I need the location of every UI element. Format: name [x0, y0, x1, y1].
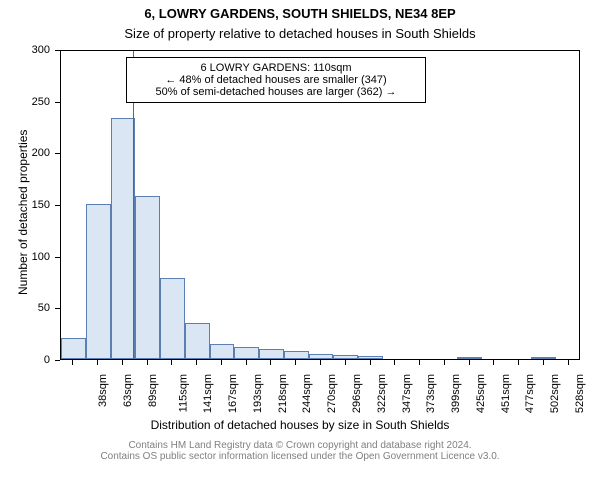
histogram-bar — [135, 196, 160, 359]
histogram-bar — [333, 355, 358, 359]
histogram-bar — [111, 118, 136, 359]
x-tick-label: 373sqm — [425, 374, 437, 413]
y-tick-mark — [55, 102, 60, 103]
x-tick-label: 38sqm — [97, 374, 109, 407]
annotation-box: 6 LOWRY GARDENS: 110sqm ← 48% of detache… — [126, 57, 426, 103]
x-tick-mark — [345, 360, 346, 365]
x-tick-mark — [122, 360, 123, 365]
chart-title-line2: Size of property relative to detached ho… — [0, 26, 600, 41]
x-tick-mark — [394, 360, 395, 365]
annotation-line3: 50% of semi-detached houses are larger (… — [131, 86, 421, 98]
y-tick-mark — [55, 308, 60, 309]
x-tick-mark — [370, 360, 371, 365]
x-tick-label: 63sqm — [122, 374, 134, 407]
x-tick-mark — [295, 360, 296, 365]
x-tick-mark — [518, 360, 519, 365]
y-tick-label: 50 — [0, 302, 50, 314]
histogram-bar — [210, 344, 235, 360]
histogram-bar — [86, 204, 111, 359]
y-tick-mark — [55, 205, 60, 206]
x-tick-mark — [270, 360, 271, 365]
x-axis-label: Distribution of detached houses by size … — [0, 418, 600, 432]
histogram-bar — [358, 356, 383, 359]
footer-line2: Contains OS public sector information li… — [0, 451, 600, 462]
histogram-bar — [457, 357, 482, 359]
x-tick-label: 425sqm — [475, 374, 487, 413]
histogram-bar — [259, 349, 284, 359]
x-tick-mark — [171, 360, 172, 365]
x-tick-mark — [444, 360, 445, 365]
histogram-bar — [234, 347, 259, 359]
x-tick-label: 141sqm — [203, 374, 215, 413]
x-tick-mark — [419, 360, 420, 365]
y-tick-label: 0 — [0, 354, 50, 366]
x-tick-label: 502sqm — [549, 374, 561, 413]
histogram-bar — [531, 357, 556, 359]
y-tick-mark — [55, 360, 60, 361]
histogram-bar — [284, 351, 309, 359]
x-tick-label: 528sqm — [574, 374, 586, 413]
plot-area: 6 LOWRY GARDENS: 110sqm ← 48% of detache… — [60, 50, 580, 360]
x-tick-label: 347sqm — [401, 374, 413, 413]
annotation-line2: ← 48% of detached houses are smaller (34… — [131, 74, 421, 86]
x-tick-label: 322sqm — [376, 374, 388, 413]
histogram-bar — [185, 323, 210, 359]
x-tick-label: 244sqm — [302, 374, 314, 413]
y-tick-label: 200 — [0, 147, 50, 159]
x-tick-mark — [221, 360, 222, 365]
y-tick-mark — [55, 50, 60, 51]
footer: Contains HM Land Registry data © Crown c… — [0, 440, 600, 462]
x-tick-mark — [246, 360, 247, 365]
x-tick-label: 296sqm — [351, 374, 363, 413]
x-tick-mark — [97, 360, 98, 365]
x-tick-label: 115sqm — [177, 374, 189, 412]
histogram-bar — [309, 354, 334, 359]
y-tick-label: 300 — [0, 44, 50, 56]
y-tick-label: 100 — [0, 251, 50, 263]
x-tick-mark — [147, 360, 148, 365]
histogram-bar — [61, 338, 86, 359]
x-tick-label: 270sqm — [326, 374, 338, 413]
annotation-line1: 6 LOWRY GARDENS: 110sqm — [131, 62, 421, 74]
x-tick-mark — [493, 360, 494, 365]
x-tick-label: 399sqm — [450, 374, 462, 413]
y-tick-mark — [55, 257, 60, 258]
y-tick-label: 150 — [0, 199, 50, 211]
x-tick-label: 167sqm — [227, 374, 239, 413]
x-tick-mark — [568, 360, 569, 365]
figure: 6, LOWRY GARDENS, SOUTH SHIELDS, NE34 8E… — [0, 0, 600, 500]
y-tick-label: 250 — [0, 96, 50, 108]
footer-line1: Contains HM Land Registry data © Crown c… — [0, 440, 600, 451]
x-tick-label: 218sqm — [277, 374, 289, 413]
chart-title-line1: 6, LOWRY GARDENS, SOUTH SHIELDS, NE34 8E… — [0, 6, 600, 21]
y-tick-mark — [55, 153, 60, 154]
x-tick-label: 477sqm — [524, 374, 536, 413]
x-tick-mark — [320, 360, 321, 365]
x-tick-mark — [543, 360, 544, 365]
x-tick-label: 89sqm — [147, 374, 159, 407]
x-tick-mark — [196, 360, 197, 365]
x-tick-label: 451sqm — [500, 374, 512, 413]
x-tick-label: 193sqm — [252, 374, 264, 413]
x-tick-mark — [469, 360, 470, 365]
histogram-bar — [160, 278, 185, 359]
x-tick-mark — [72, 360, 73, 365]
